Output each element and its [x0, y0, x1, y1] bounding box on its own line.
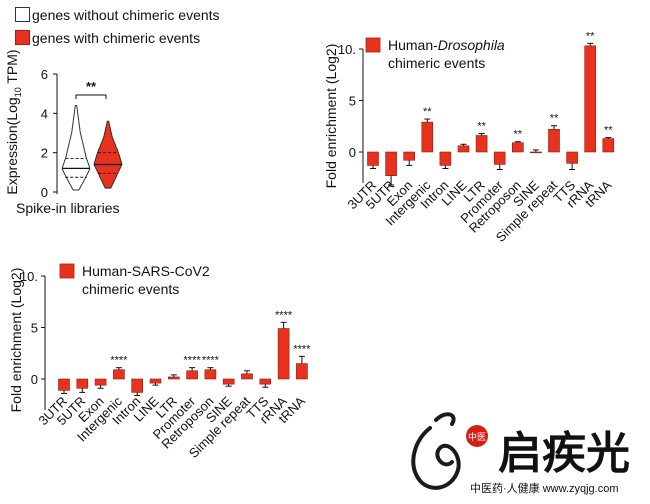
significance-label: ** — [604, 125, 613, 137]
sars-cov2-title-line2: chimeric events — [82, 281, 179, 297]
significance-label: ** — [423, 106, 432, 118]
significance-label: **** — [110, 355, 128, 367]
sars-cov2-title: Human-SARS-CoV2 — [82, 263, 210, 279]
violin-x-axis-label: Spike-in libraries — [16, 200, 119, 216]
y-tick-label: 5 — [31, 321, 38, 336]
legend-swatch-white — [15, 7, 30, 22]
significance-label: ** — [550, 113, 559, 125]
violin-y-tick-label: 2 — [41, 146, 48, 161]
significance-label: **** — [293, 343, 311, 355]
violin-significance-label: ** — [86, 79, 97, 94]
significance-label: ** — [514, 129, 523, 141]
significance-label: **** — [202, 355, 220, 367]
watermark-badge-text: 中医 — [468, 431, 486, 443]
violin-y-tick-label: 0 — [41, 185, 48, 200]
violin-significance-bracket — [75, 94, 107, 99]
violin-y-tick-label: 6 — [41, 67, 48, 82]
legend-swatch-red — [15, 30, 30, 45]
sars-cov2-title-swatch — [59, 263, 75, 279]
legend-label-without: genes without chimeric events — [32, 6, 220, 23]
y-tick-label: 0 — [31, 372, 38, 387]
significance-label: **** — [184, 355, 202, 367]
drosophila-title-line2: chimeric events — [388, 55, 485, 71]
drosophila-title-swatch — [365, 37, 381, 53]
drosophila-y-axis-label: Fold enrichment (Log2) — [323, 44, 339, 189]
legend-item-without: genes without chimeric events — [15, 6, 220, 23]
y-tick-label: 10. — [20, 269, 38, 284]
watermark-badge — [466, 425, 488, 447]
violin-y-tick-label: 4 — [41, 106, 48, 121]
y-tick-label: 0 — [349, 145, 356, 160]
legend-item-with: genes with chimeric events — [15, 29, 200, 46]
y-tick-label: 5 — [349, 94, 356, 109]
legend-label-with: genes with chimeric events — [32, 29, 201, 46]
watermark-brush-mark — [411, 412, 461, 490]
sars-cov2-y-axis-label: Fold enrichment (Log2) — [8, 268, 24, 413]
watermark-brand: 启疾光 — [498, 428, 630, 479]
violin-y-axis-label: Expression(Log10 TPM) — [4, 49, 23, 194]
significance-label: ** — [477, 120, 486, 132]
y-tick-label: 10. — [338, 42, 356, 57]
violin-shape — [93, 120, 123, 189]
drosophila-title: Human-Drosophila — [388, 37, 505, 53]
significance-label: **** — [275, 309, 293, 321]
watermark-tagline: 中医药·人健康 www.zyqjg.com — [470, 481, 619, 495]
significance-label: ** — [586, 30, 595, 42]
